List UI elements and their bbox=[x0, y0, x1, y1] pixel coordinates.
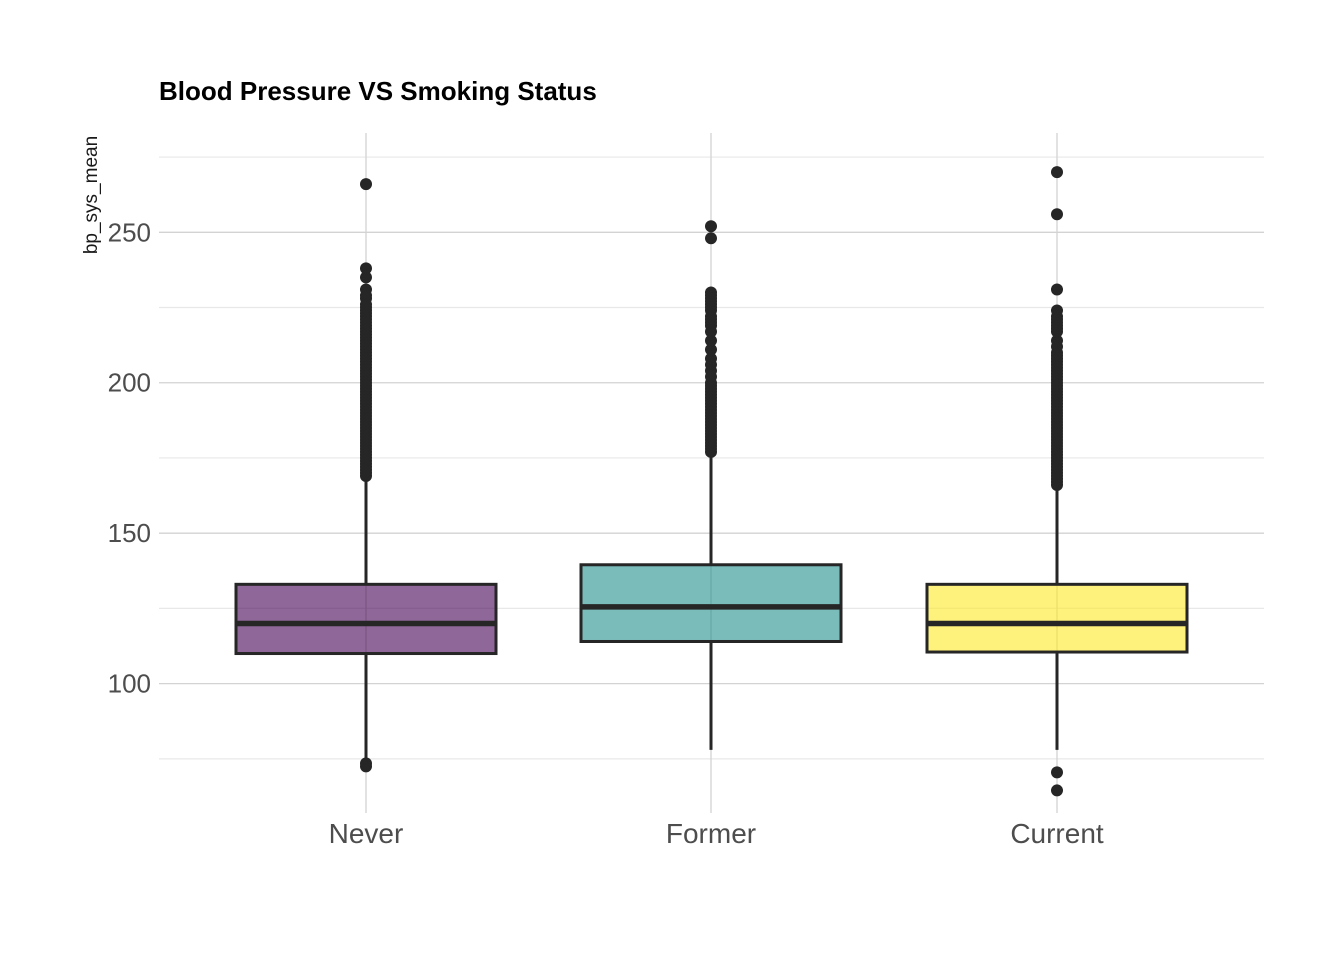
outlier-point bbox=[705, 343, 717, 356]
outlier-point bbox=[705, 334, 717, 347]
y-axis: 100 150 200 250 bbox=[108, 217, 151, 698]
box-former bbox=[579, 220, 843, 750]
chart-title: Blood Pressure VS Smoking Status bbox=[159, 76, 597, 106]
outlier-point bbox=[1051, 304, 1063, 317]
outlier-point bbox=[360, 271, 372, 284]
y-axis-label: bp_sys_mean bbox=[81, 136, 102, 254]
outlier-point bbox=[1051, 283, 1063, 296]
outlier-point bbox=[705, 286, 717, 299]
outlier-point bbox=[360, 262, 372, 275]
x-axis: Never Former Current bbox=[329, 818, 1104, 849]
outlier-point bbox=[1051, 766, 1063, 779]
outlier-point bbox=[1051, 334, 1063, 347]
box-body bbox=[925, 582, 1189, 654]
box-body bbox=[234, 582, 498, 656]
y-tick-label: 150 bbox=[108, 518, 151, 548]
box-current bbox=[925, 166, 1189, 797]
outlier-point bbox=[705, 220, 717, 233]
y-tick-label: 200 bbox=[108, 368, 151, 398]
box-never bbox=[234, 178, 498, 773]
y-tick-label: 250 bbox=[108, 217, 151, 247]
outlier-point bbox=[705, 352, 717, 365]
x-tick-label: Former bbox=[666, 818, 756, 849]
outlier-point bbox=[1051, 166, 1063, 179]
outlier-point bbox=[360, 757, 372, 770]
x-tick-label: Current bbox=[1010, 818, 1104, 849]
outlier-point bbox=[360, 178, 372, 191]
outlier-point bbox=[1051, 208, 1063, 221]
outlier-point bbox=[705, 232, 717, 245]
box-body bbox=[579, 563, 843, 643]
outlier-point bbox=[1051, 784, 1063, 797]
x-tick-label: Never bbox=[329, 818, 404, 849]
plot-area bbox=[234, 166, 1189, 797]
outlier-point bbox=[360, 283, 372, 296]
y-tick-label: 100 bbox=[108, 669, 151, 699]
